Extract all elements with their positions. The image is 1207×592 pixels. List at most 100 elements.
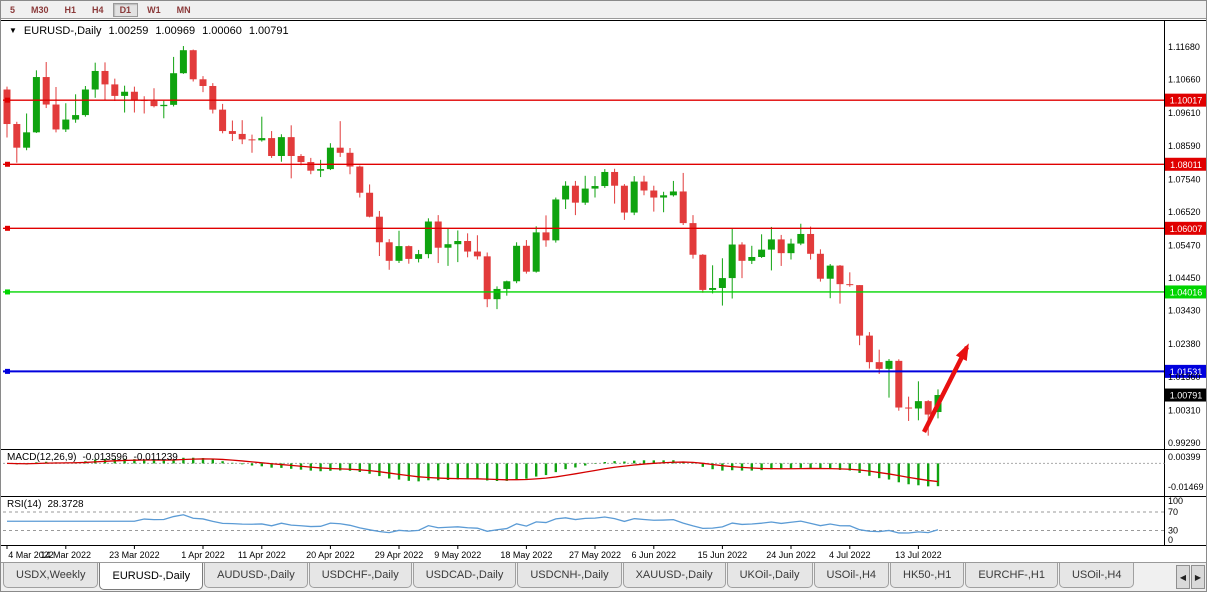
date-axis-label: 1 Apr 2022: [181, 550, 225, 560]
timeframe-button-5[interactable]: 5: [10, 4, 16, 15]
candle-body: [767, 239, 775, 250]
candle-body: [248, 139, 256, 141]
price-axis-tick: 1.02380: [1168, 339, 1201, 349]
rsi-axis-tick: 0: [1168, 535, 1173, 545]
candle-body: [199, 79, 207, 86]
tab-xauusd-daily[interactable]: XAUUSD-,Daily: [622, 563, 726, 588]
macd-indicator-label: MACD(12,26,9) -0.013596 -0.011239: [7, 452, 178, 463]
candle-body: [738, 244, 746, 261]
candle-body: [228, 131, 236, 134]
candle-body: [170, 73, 178, 105]
candle-body: [405, 246, 413, 259]
tab-audusd-daily[interactable]: AUDUSD-,Daily: [204, 563, 308, 588]
candle-body: [415, 254, 423, 259]
tab-eurusd-daily[interactable]: EURUSD-,Daily: [99, 563, 204, 590]
timeframe-toolbar: 5 M30 H1 H4 D1 W1 MN: [1, 1, 1206, 19]
candle-body: [748, 256, 756, 261]
price-axis-tick: 1.10660: [1168, 75, 1201, 85]
trend-arrow-head-icon[interactable]: [955, 343, 969, 361]
date-axis-label: 18 May 2022: [500, 550, 552, 560]
tab-usoil-h4[interactable]: USOil-,H4: [813, 563, 890, 588]
tab-scroll-nav: ◀ ▶: [1176, 565, 1205, 589]
level-anchor[interactable]: [5, 225, 10, 231]
level-anchor[interactable]: [5, 368, 10, 374]
trend-arrow-line[interactable]: [921, 345, 970, 434]
candle-body: [660, 195, 668, 198]
candle-body: [846, 284, 854, 286]
candle-body: [121, 91, 129, 96]
candle-body: [219, 109, 227, 132]
candle-body: [914, 401, 922, 409]
date-axis-label: 11 Apr 2022: [238, 550, 286, 560]
candle-body: [81, 89, 89, 116]
rsi-axis-tick: 30: [1168, 526, 1178, 536]
price-axis-tick: 1.08590: [1168, 141, 1201, 151]
candle-body: [611, 171, 619, 186]
price-axis-tick: 0.99290: [1168, 438, 1201, 448]
timeframe-button-h4[interactable]: H4: [92, 4, 104, 15]
candle-body: [689, 223, 697, 255]
candle-body: [875, 362, 883, 369]
tab-ukoil-daily[interactable]: UKOil-,Daily: [726, 563, 813, 588]
candle-body: [424, 221, 432, 255]
price-axis-tick: 1.09610: [1168, 108, 1201, 118]
timeframe-button-h1[interactable]: H1: [64, 4, 77, 15]
timeframe-button-d1[interactable]: D1: [112, 2, 139, 17]
rsi-line: [7, 514, 939, 534]
candle-body: [434, 221, 442, 248]
candle-body: [111, 84, 119, 96]
tab-usdcnh-daily[interactable]: USDCNH-,Daily: [517, 563, 622, 588]
tab-scroll-right-icon[interactable]: ▶: [1191, 565, 1205, 589]
candle-body: [356, 166, 364, 193]
candle-body: [493, 288, 501, 300]
candle-body: [503, 281, 511, 289]
tab-eurchf-h1[interactable]: EURCHF-,H1: [965, 563, 1058, 588]
candle-body: [317, 169, 325, 171]
candle-body: [787, 243, 795, 254]
price-axis-tick: 1.06520: [1168, 207, 1201, 217]
candle-body: [52, 104, 60, 130]
date-axis-label: 27 May 2022: [569, 550, 621, 560]
tab-hk50-h1[interactable]: HK50-,H1: [890, 563, 965, 588]
tab-usdcad-daily[interactable]: USDCAD-,Daily: [412, 563, 517, 588]
candle-body: [562, 185, 570, 200]
candle-body: [552, 199, 560, 241]
chart-symbol-label: EURUSD-,Daily: [23, 25, 102, 37]
candle-body: [699, 254, 707, 290]
tab-usdchf-daily[interactable]: USDCHF-,Daily: [308, 563, 412, 588]
candle-body: [650, 190, 658, 198]
level-price-label: 1.10017: [1170, 96, 1203, 106]
candle-body: [816, 253, 824, 279]
timeframe-button-w1[interactable]: W1: [147, 4, 161, 15]
candle-body: [179, 50, 187, 74]
candle-body: [268, 138, 276, 156]
candle-body: [836, 265, 844, 285]
candle-body: [513, 245, 521, 282]
level-anchor[interactable]: [5, 289, 10, 295]
timeframe-button-m30[interactable]: M30: [31, 4, 49, 15]
candle-body: [865, 335, 873, 363]
timeframe-button-mn[interactable]: MN: [176, 4, 191, 15]
level-price-box: [1165, 93, 1206, 107]
candle-body: [258, 138, 266, 141]
chart-svg: 1.10017 1.08011 1.06007 1.04016 1.01531 1.007…: [1, 20, 1206, 560]
rsi-axis-tick: 100: [1168, 496, 1183, 506]
current-price-label: 1.00791: [1170, 391, 1203, 401]
tab-scroll-left-icon[interactable]: ◀: [1176, 565, 1190, 589]
tab-usdx-weekly[interactable]: USDX,Weekly: [3, 563, 99, 588]
rsi-value: 28.3728: [47, 499, 84, 510]
level-anchor[interactable]: [5, 97, 10, 103]
macd-axis-tick: -0.01469: [1168, 482, 1204, 492]
candle-body: [542, 232, 550, 241]
tab-usoil-h4[interactable]: USOil-,H4: [1058, 563, 1135, 588]
candle-body: [150, 101, 158, 107]
level-anchor[interactable]: [5, 161, 10, 167]
date-axis-label: 14 Mar 2022: [41, 550, 92, 560]
price-axis-tick: 1.04450: [1168, 273, 1201, 283]
date-axis-label: 6 Jun 2022: [632, 550, 677, 560]
candle-body: [336, 147, 344, 153]
candle-body: [924, 401, 932, 415]
level-price-box: [1165, 221, 1206, 235]
candle-body: [287, 137, 295, 156]
date-axis-label: 29 Apr 2022: [375, 550, 424, 560]
